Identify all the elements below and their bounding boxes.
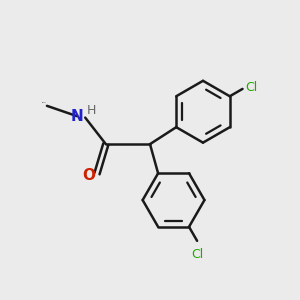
Text: N: N xyxy=(70,109,83,124)
Text: O: O xyxy=(82,167,95,182)
Text: Cl: Cl xyxy=(191,248,203,261)
Text: methyl: methyl xyxy=(42,102,46,103)
Text: H: H xyxy=(87,104,96,117)
Text: Cl: Cl xyxy=(245,81,257,94)
